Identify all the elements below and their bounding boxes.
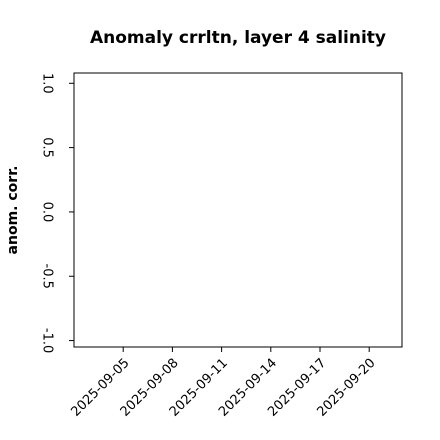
y-tick-label: 0.0 [40, 202, 55, 223]
y-tick-label: 0.5 [40, 137, 55, 158]
y-axis-label: anom. corr. [5, 166, 21, 255]
plot-frame [73, 72, 403, 348]
y-tick-label: -0.5 [40, 264, 55, 289]
y-tick-label: -1.0 [40, 328, 55, 353]
chart-title: Anomaly crrltn, layer 4 salinity [90, 28, 386, 48]
y-tick-label: 1.0 [40, 73, 55, 94]
